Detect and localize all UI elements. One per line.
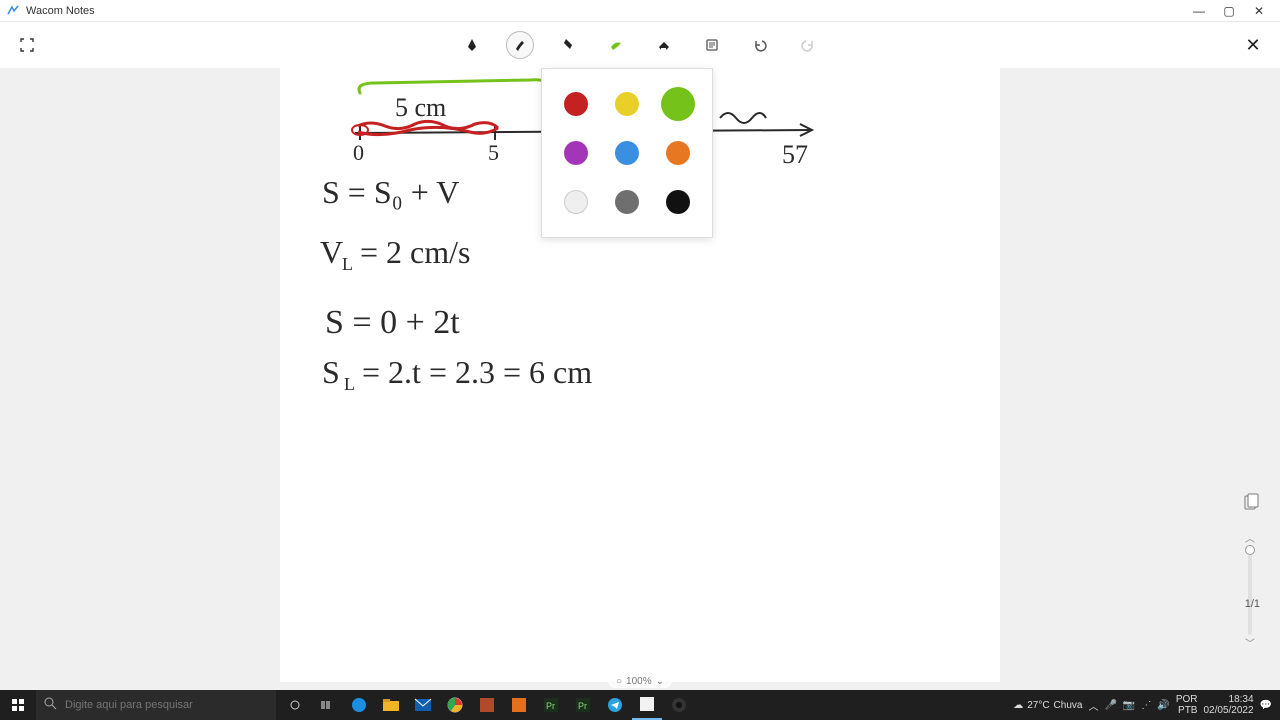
svg-text:5: 5 xyxy=(488,140,499,165)
page-indicator: 1/1 xyxy=(1245,598,1260,610)
windows-taskbar: Pr Pr ☁ 27°C Chuva ︿ 🎤 📷 ⋰ 🔊 POR PTB 18:… xyxy=(0,690,1280,720)
scroll-track xyxy=(1248,555,1252,635)
note-tool[interactable] xyxy=(698,31,726,59)
svg-text:Pr: Pr xyxy=(546,701,555,711)
svg-text:57: 57 xyxy=(782,140,808,169)
redo-button[interactable] xyxy=(794,31,822,59)
search-icon xyxy=(44,697,57,713)
tray-wifi-icon[interactable]: ⋰ xyxy=(1141,700,1151,711)
weather-text: Chuva xyxy=(1054,700,1083,711)
taskbar-app-generic-2[interactable] xyxy=(504,690,534,720)
color-swatch-lightgray[interactable] xyxy=(564,190,588,214)
page-thumbnails-button[interactable] xyxy=(1240,491,1264,515)
svg-text:= 2 cm/s: = 2 cm/s xyxy=(360,234,470,270)
workspace: 0 5 5 cm 57 S = S₀ + V V L = 2 cm/s S = … xyxy=(0,68,1280,690)
color-swatch-black[interactable] xyxy=(666,190,690,214)
page-scroll-widget[interactable]: ︿ ﹀ xyxy=(1242,530,1258,650)
weather-icon: ☁ xyxy=(1013,700,1023,711)
chevron-up-icon[interactable]: ︿ xyxy=(1245,530,1255,545)
taskbar-apps: Pr Pr xyxy=(280,690,694,720)
color-swatch-green[interactable] xyxy=(661,87,695,121)
system-tray: ☁ 27°C Chuva ︿ 🎤 📷 ⋰ 🔊 POR PTB 18:34 02/… xyxy=(1005,694,1280,716)
taskbar-app-chrome[interactable] xyxy=(440,690,470,720)
scroll-knob[interactable] xyxy=(1245,545,1255,555)
svg-text:L: L xyxy=(342,254,353,274)
window-title: Wacom Notes xyxy=(26,5,95,17)
undo-button[interactable] xyxy=(746,31,774,59)
zoom-dropdown-icon[interactable]: ⌄ xyxy=(656,676,664,687)
zoom-value: 100% xyxy=(626,676,652,687)
cortana-icon[interactable] xyxy=(312,690,342,720)
brush-tool[interactable] xyxy=(506,31,534,59)
tray-clock[interactable]: 18:34 02/05/2022 xyxy=(1203,694,1253,716)
app-toolbar: ✕ xyxy=(0,22,1280,68)
taskbar-app-explorer[interactable] xyxy=(376,690,406,720)
svg-text:Pr: Pr xyxy=(578,701,587,711)
eraser-tool[interactable] xyxy=(650,31,678,59)
taskbar-app-mail[interactable] xyxy=(408,690,438,720)
tray-camera-icon[interactable]: 📷 xyxy=(1123,700,1135,711)
task-view-icon[interactable] xyxy=(280,690,310,720)
taskbar-app-wacom[interactable] xyxy=(632,690,662,720)
marker-tool[interactable] xyxy=(554,31,582,59)
zoom-indicator[interactable]: ○ 100% ⌄ xyxy=(608,675,672,688)
tray-lang[interactable]: POR PTB xyxy=(1176,694,1198,716)
chevron-down-icon[interactable]: ﹀ xyxy=(1245,635,1255,650)
svg-text:= 2.t = 2.3 = 6 cm: = 2.t = 2.3 = 6 cm xyxy=(362,354,592,390)
weather-widget[interactable]: ☁ 27°C Chuva xyxy=(1013,700,1082,711)
close-window-button[interactable]: ✕ xyxy=(1244,0,1274,22)
start-button[interactable] xyxy=(0,690,36,720)
app-icon xyxy=(6,4,20,18)
weather-temp: 27°C xyxy=(1027,700,1049,711)
svg-text:L: L xyxy=(344,374,355,394)
tray-chevron-icon[interactable]: ︿ xyxy=(1088,698,1098,713)
svg-text:0: 0 xyxy=(353,140,364,165)
color-swatch-yellow[interactable] xyxy=(615,92,639,116)
svg-text:V: V xyxy=(320,234,343,270)
clock-time: 18:34 xyxy=(1203,694,1253,705)
svg-text:S: S xyxy=(322,354,340,390)
tray-volume-icon[interactable]: 🔊 xyxy=(1157,700,1169,711)
color-swatch-orange[interactable] xyxy=(666,141,690,165)
tool-group xyxy=(458,31,822,59)
lang-code: POR xyxy=(1176,694,1198,705)
note-canvas[interactable]: 0 5 5 cm 57 S = S₀ + V V L = 2 cm/s S = … xyxy=(280,68,1000,682)
color-swatch-gray[interactable] xyxy=(615,190,639,214)
svg-text:5 cm: 5 cm xyxy=(395,93,446,122)
tray-mic-icon[interactable]: 🎤 xyxy=(1104,700,1116,711)
close-panel-button[interactable]: ✕ xyxy=(1240,32,1266,58)
color-swatch-red[interactable] xyxy=(564,92,588,116)
highlighter-tool[interactable] xyxy=(602,31,630,59)
fullscreen-icon[interactable] xyxy=(14,32,40,58)
svg-text:S = S₀ + V: S = S₀ + V xyxy=(322,174,459,210)
window-titlebar: Wacom Notes — ▢ ✕ xyxy=(0,0,1280,22)
layout-code: PTB xyxy=(1176,705,1198,716)
svg-text:S = 0 + 2t: S = 0 + 2t xyxy=(325,304,460,341)
taskbar-app-premiere-1[interactable]: Pr xyxy=(536,690,566,720)
notifications-icon[interactable]: 💬 xyxy=(1260,700,1272,711)
pen-tool[interactable] xyxy=(458,31,486,59)
taskbar-app-obs[interactable] xyxy=(664,690,694,720)
taskbar-search[interactable] xyxy=(36,690,276,720)
taskbar-app-generic-1[interactable] xyxy=(472,690,502,720)
minimize-button[interactable]: — xyxy=(1184,0,1214,22)
taskbar-app-edge[interactable] xyxy=(344,690,374,720)
taskbar-app-premiere-2[interactable]: Pr xyxy=(568,690,598,720)
color-swatch-purple[interactable] xyxy=(564,141,588,165)
taskbar-app-telegram[interactable] xyxy=(600,690,630,720)
color-picker-popup xyxy=(541,68,713,238)
clock-date: 02/05/2022 xyxy=(1203,705,1253,716)
maximize-button[interactable]: ▢ xyxy=(1214,0,1244,22)
search-input[interactable] xyxy=(65,699,268,711)
color-swatch-blue[interactable] xyxy=(615,141,639,165)
zoom-out-icon[interactable]: ○ xyxy=(616,676,622,687)
